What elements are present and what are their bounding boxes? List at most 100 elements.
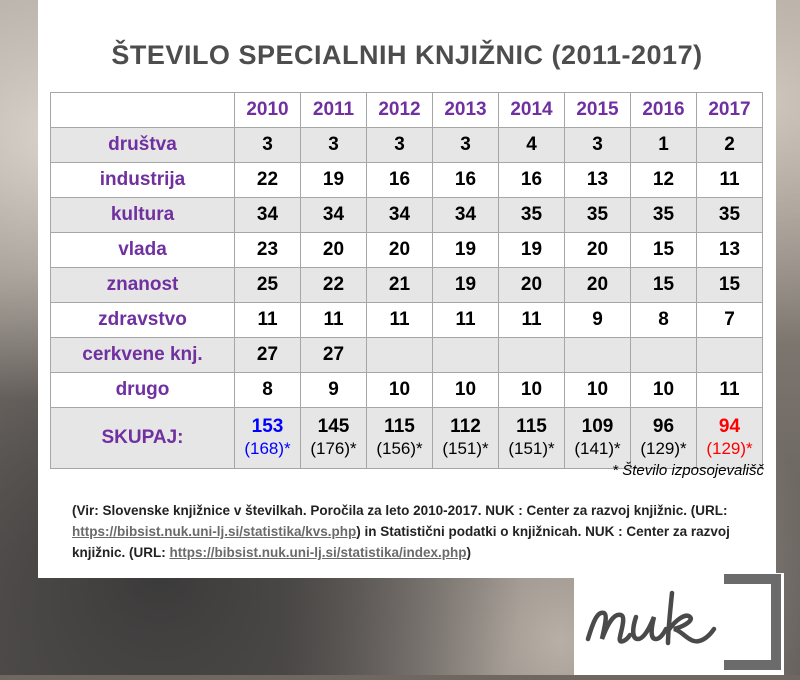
source-text: (Vir: Slovenske knjižnice v številkah. P… (72, 503, 728, 518)
table-cell: 1 (630, 127, 697, 163)
table-cell (498, 337, 565, 373)
total-lending-points: (141)* (574, 439, 621, 458)
row-label: drugo (50, 372, 235, 408)
header-year: 2014 (498, 92, 565, 128)
table-cell: 27 (300, 337, 367, 373)
total-value: 115 (384, 416, 415, 437)
table-cell: 27 (234, 337, 301, 373)
header-year: 2011 (300, 92, 367, 128)
total-value: 109 (581, 416, 614, 437)
table-cell: 10 (564, 372, 631, 408)
table-cell: 34 (234, 197, 301, 233)
total-value: 153 (251, 416, 284, 437)
table-cell: 35 (564, 197, 631, 233)
table-cell: 35 (630, 197, 697, 233)
total-value: 145 (317, 416, 350, 437)
table-cell: 2 (696, 127, 763, 163)
table-cell: 7 (696, 302, 763, 338)
table-cell: 34 (432, 197, 499, 233)
total-lending-points: (156)* (376, 439, 423, 458)
source-link-kvs[interactable]: https://bibsist.nuk.uni-lj.si/statistika… (72, 524, 357, 539)
row-label: znanost (50, 267, 235, 303)
table-row: drugo 8 9 10 10 10 10 10 11 (50, 372, 763, 408)
table-cell: 16 (498, 162, 565, 198)
table-cell: 10 (498, 372, 565, 408)
table-cell (432, 337, 499, 373)
header-year: 2016 (630, 92, 697, 128)
table-cell: 20 (366, 232, 433, 268)
table-cell: 11 (300, 302, 367, 338)
table-row: vlada 23 20 20 19 19 20 15 13 (50, 232, 763, 268)
header-year: 2017 (696, 92, 763, 128)
total-lending-points: (168)* (244, 439, 291, 458)
table-header-row: 2010 2011 2012 2013 2014 2015 2016 2017 (50, 92, 763, 128)
table-cell: 13 (696, 232, 763, 268)
table-row: društva 3 3 3 3 4 3 1 2 (50, 127, 763, 163)
table-cell: 19 (432, 267, 499, 303)
table-cell: 20 (564, 267, 631, 303)
header-year: 2015 (564, 92, 631, 128)
row-label: zdravstvo (50, 302, 235, 338)
total-lending-points: (151)* (508, 439, 555, 458)
nuk-logo (574, 573, 784, 675)
table-cell: 25 (234, 267, 301, 303)
table-cell: 20 (300, 232, 367, 268)
table-cell: 11 (432, 302, 499, 338)
table-cell: 19 (498, 232, 565, 268)
source-citation: (Vir: Slovenske knjižnice v številkah. P… (72, 500, 762, 563)
total-lending-points: (129)* (640, 439, 687, 458)
table-cell: 35 (498, 197, 565, 233)
table-cell (696, 337, 763, 373)
total-value: 112 (450, 416, 481, 437)
table-cell: 11 (696, 372, 763, 408)
total-value: 115 (516, 416, 547, 437)
table-cell: 20 (564, 232, 631, 268)
total-cell: 115 (151)* (498, 407, 565, 469)
total-cell: 109 (141)* (564, 407, 631, 469)
table-cell: 15 (630, 267, 697, 303)
table-cell: 3 (366, 127, 433, 163)
header-year: 2013 (432, 92, 499, 128)
table-cell (366, 337, 433, 373)
total-cell: 115 (156)* (366, 407, 433, 469)
table-cell: 10 (432, 372, 499, 408)
row-label: društva (50, 127, 235, 163)
table-cell (564, 337, 631, 373)
total-lending-points: (151)* (442, 439, 489, 458)
total-lending-points: (129)* (706, 439, 753, 458)
table-cell (630, 337, 697, 373)
table-cell: 22 (234, 162, 301, 198)
table-cell: 10 (630, 372, 697, 408)
total-cell: 145 (176)* (300, 407, 367, 469)
slide-card: ŠTEVILO SPECIALNIH KNJIŽNIC (2011-2017) … (38, 0, 776, 578)
table-cell: 16 (432, 162, 499, 198)
table-cell: 16 (366, 162, 433, 198)
table-cell: 8 (234, 372, 301, 408)
total-label: SKUPAJ: (50, 407, 235, 469)
table-cell: 15 (696, 267, 763, 303)
row-label: cerkvene knj. (50, 337, 235, 373)
footnote: * Število izposojevališč (612, 462, 764, 479)
source-text: ) (466, 545, 472, 560)
table-cell: 12 (630, 162, 697, 198)
libraries-table: 2010 2011 2012 2013 2014 2015 2016 2017 … (50, 92, 763, 469)
page-title: ŠTEVILO SPECIALNIH KNJIŽNIC (2011-2017) (111, 40, 703, 70)
table-cell: 19 (432, 232, 499, 268)
table-cell: 20 (498, 267, 565, 303)
table-cell: 9 (300, 372, 367, 408)
table-cell: 9 (564, 302, 631, 338)
table-cell: 3 (432, 127, 499, 163)
table-row: kultura 34 34 34 34 35 35 35 35 (50, 197, 763, 233)
table-row: znanost 25 22 21 19 20 20 15 15 (50, 267, 763, 303)
table-cell: 15 (630, 232, 697, 268)
table-cell: 11 (366, 302, 433, 338)
table-cell: 11 (498, 302, 565, 338)
table-cell: 19 (300, 162, 367, 198)
row-label: vlada (50, 232, 235, 268)
total-cell: 94 (129)* (696, 407, 763, 469)
total-cell: 96 (129)* (630, 407, 697, 469)
source-text: ) in Statistični podatki o knjižnicah. N… (72, 524, 730, 560)
source-link-index[interactable]: https://bibsist.nuk.uni-lj.si/statistika… (169, 545, 467, 560)
table-cell: 3 (300, 127, 367, 163)
table-cell: 23 (234, 232, 301, 268)
